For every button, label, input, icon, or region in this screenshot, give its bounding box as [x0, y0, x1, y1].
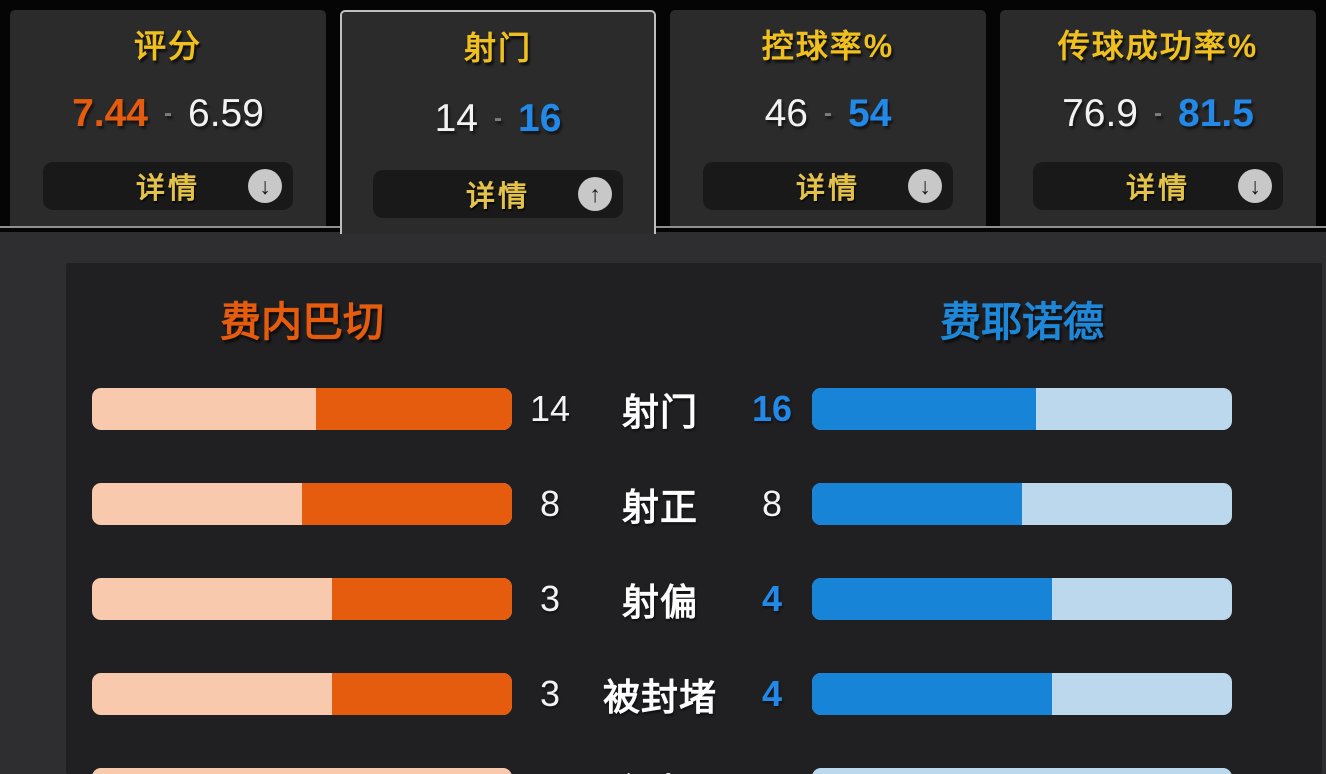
away-team-name: 费耶诺德 [940, 299, 1104, 345]
away-bar [812, 388, 1232, 430]
away-bar [812, 578, 1232, 620]
home-stat-value: 14 [434, 97, 478, 140]
away-bar-fill [812, 388, 1036, 430]
stat-tab-values: 76.9 - 81.5 [1062, 92, 1254, 136]
away-bar [812, 483, 1232, 525]
stat-tab-title: 控球率% [761, 28, 895, 64]
detail-button[interactable]: 详情 ↓ [703, 162, 953, 210]
away-bar-fill [812, 673, 1052, 715]
away-value: 0 [732, 768, 812, 774]
home-bar-fill [332, 673, 512, 715]
home-bar [92, 578, 512, 620]
stat-tab-3[interactable]: 传球成功率% 76.9 - 81.5 详情 ↓ [1000, 10, 1316, 226]
stat-tabs-grid: 评分 7.44 - 6.59 详情 ↓ 射门 14 - 16 详情 ↑ 控球率%… [10, 10, 1316, 234]
stat-rows: 14 射门 16 8 射正 8 3 射偏 4 3 被封堵 4 [66, 382, 1322, 774]
home-value: 0 [512, 768, 588, 774]
detail-button-label: 详情 [135, 173, 200, 205]
tab-strip-divider [0, 226, 1326, 228]
stat-row: 0 门框 0 [66, 762, 1322, 774]
home-value: 14 [529, 388, 571, 429]
arrow-down-icon: ↓ [908, 169, 942, 203]
detail-button-label: 详情 [465, 181, 530, 213]
home-team-name: 费内巴切 [220, 299, 384, 345]
away-value: 16 [751, 388, 793, 429]
stat-row: 8 射正 8 [66, 477, 1322, 528]
stat-tab-title: 射门 [463, 30, 532, 66]
stat-tab-title: 评分 [133, 28, 202, 64]
stat-label: 射门 [622, 392, 698, 433]
value-separator: - [824, 100, 832, 127]
value-separator: - [164, 100, 172, 127]
stat-tab-title: 传球成功率% [1057, 28, 1259, 64]
detail-button-label: 详情 [795, 173, 860, 205]
stat-row: 3 被封堵 4 [66, 667, 1322, 718]
away-value: 8 [761, 483, 783, 524]
away-bar [812, 768, 1232, 774]
stat-label: 射正 [622, 487, 698, 528]
home-bar-fill [302, 483, 512, 525]
detail-button-label: 详情 [1125, 173, 1190, 205]
away-value: 4 [761, 578, 783, 619]
shots-detail-panel: 费内巴切 费耶诺德 14 射门 16 8 射正 8 3 射偏 4 [66, 263, 1322, 774]
stat-label: 门框 [588, 762, 732, 774]
home-stat-value: 46 [764, 92, 808, 135]
value-separator: - [494, 105, 502, 132]
away-bar [812, 673, 1232, 715]
stat-tab-values: 46 - 54 [765, 92, 892, 136]
detail-content-section: 费内巴切 费耶诺德 14 射门 16 8 射正 8 3 射偏 4 [0, 232, 1326, 774]
home-stat-value: 7.44 [72, 92, 148, 135]
arrow-up-icon: ↑ [578, 177, 612, 211]
home-bar [92, 768, 512, 774]
home-value: 3 [539, 673, 561, 714]
home-bar [92, 483, 512, 525]
home-value: 3 [539, 578, 561, 619]
arrow-down-icon: ↓ [248, 169, 282, 203]
stat-tabs-section: 评分 7.44 - 6.59 详情 ↓ 射门 14 - 16 详情 ↑ 控球率%… [0, 0, 1326, 234]
home-value: 8 [539, 483, 561, 524]
away-value: 4 [761, 673, 783, 714]
home-bar-fill [316, 388, 512, 430]
stat-tab-values: 14 - 16 [435, 97, 562, 141]
stat-tab-values: 7.44 - 6.59 [72, 92, 264, 136]
detail-button[interactable]: 详情 ↑ [373, 170, 623, 218]
away-stat-value: 16 [518, 97, 562, 140]
away-bar-fill [812, 578, 1052, 620]
detail-button[interactable]: 详情 ↓ [1033, 162, 1283, 210]
stat-row: 3 射偏 4 [66, 572, 1322, 623]
team-header: 费内巴切 费耶诺德 [66, 263, 1322, 347]
stat-row: 14 射门 16 [66, 382, 1322, 433]
stat-tab-2[interactable]: 控球率% 46 - 54 详情 ↓ [670, 10, 986, 226]
stat-tab-1[interactable]: 射门 14 - 16 详情 ↑ [340, 10, 656, 234]
away-stat-value: 54 [848, 92, 892, 135]
home-stat-value: 76.9 [1062, 92, 1138, 135]
home-bar-fill [332, 578, 512, 620]
away-bar-fill [812, 483, 1022, 525]
detail-button[interactable]: 详情 ↓ [43, 162, 293, 210]
home-bar [92, 388, 512, 430]
home-bar [92, 673, 512, 715]
stat-label: 射偏 [622, 582, 698, 623]
away-stat-value: 6.59 [188, 92, 264, 135]
value-separator: - [1154, 100, 1162, 127]
away-stat-value: 81.5 [1178, 92, 1254, 135]
arrow-down-icon: ↓ [1238, 169, 1272, 203]
stat-label: 被封堵 [603, 677, 717, 718]
stat-tab-0[interactable]: 评分 7.44 - 6.59 详情 ↓ [10, 10, 326, 226]
